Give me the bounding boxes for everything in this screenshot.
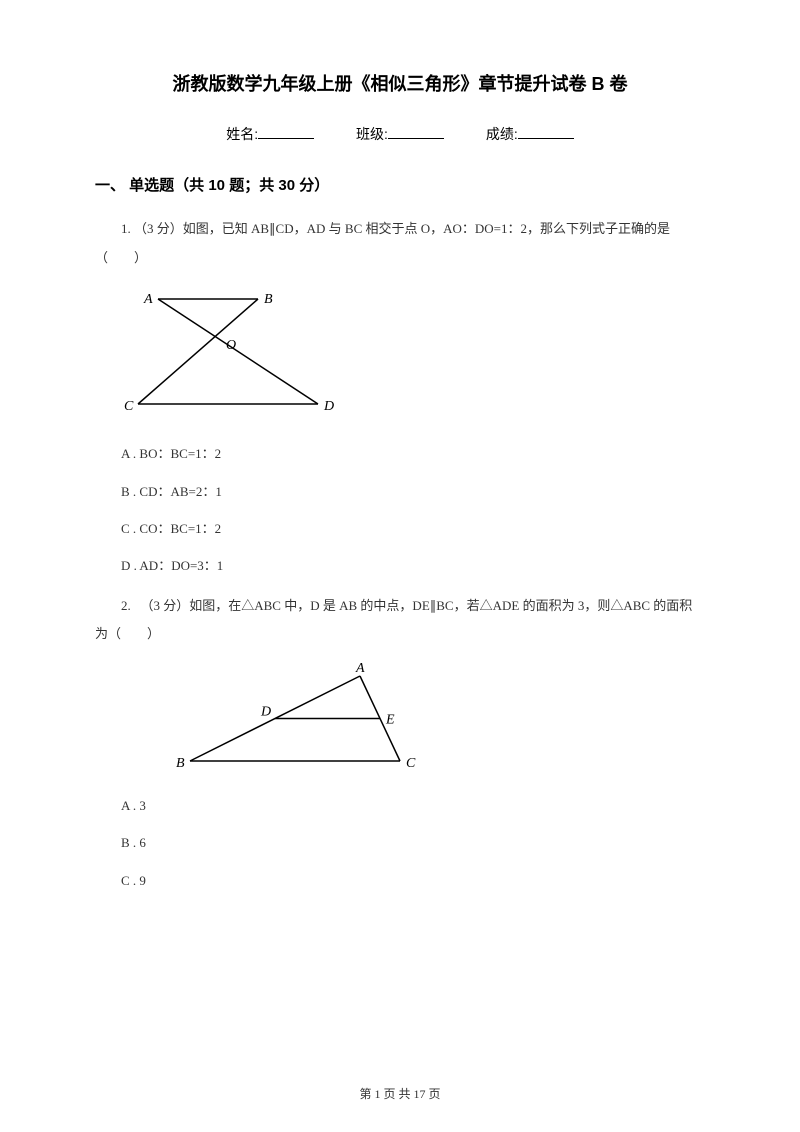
page-footer: 第 1 页 共 17 页 (0, 1085, 800, 1102)
section-heading: 一、 单选题（共 10 题；共 30 分） (95, 174, 705, 195)
q1-option-d: D . AD：DO=3：1 (95, 554, 705, 577)
svg-text:D: D (323, 399, 334, 414)
question-2-text: 2. （3 分）如图，在△ABC 中，D 是 AB 的中点，DE∥BC，若△AD… (95, 592, 705, 649)
class-label: 班级: (356, 124, 388, 144)
q1-option-c: C . CO：BC=1：2 (95, 517, 705, 540)
score-blank (518, 138, 574, 139)
question-1-text: 1. （3 分）如图，已知 AB∥CD，AD 与 BC 相交于点 O，AO：DO… (95, 215, 705, 272)
q1-svg: A B O C D (123, 284, 343, 424)
svg-text:O: O (226, 338, 236, 353)
svg-text:C: C (124, 399, 134, 414)
name-label: 姓名: (226, 124, 258, 144)
svg-text:A: A (143, 292, 153, 307)
svg-text:E: E (385, 712, 395, 727)
name-blank (258, 138, 314, 139)
exam-title: 浙教版数学九年级上册《相似三角形》章节提升试卷 B 卷 (95, 70, 705, 96)
svg-text:B: B (176, 756, 185, 771)
q2-option-a: A . 3 (95, 794, 705, 817)
question-2-figure: A B C D E (175, 661, 705, 776)
q1-option-a: A . BO：BC=1：2 (95, 442, 705, 465)
svg-text:A: A (355, 661, 365, 676)
q2-svg: A B C D E (175, 661, 425, 776)
q2-option-b: B . 6 (95, 831, 705, 854)
question-1-figure: A B O C D (123, 284, 705, 424)
score-label: 成绩: (486, 124, 518, 144)
q1-option-b: B . CD：AB=2：1 (95, 480, 705, 503)
svg-text:C: C (406, 756, 416, 771)
student-info-line: 姓名: 班级: 成绩: (95, 124, 705, 144)
q2-option-c: C . 9 (95, 869, 705, 892)
class-blank (388, 138, 444, 139)
svg-text:B: B (264, 292, 273, 307)
svg-text:D: D (260, 704, 271, 719)
